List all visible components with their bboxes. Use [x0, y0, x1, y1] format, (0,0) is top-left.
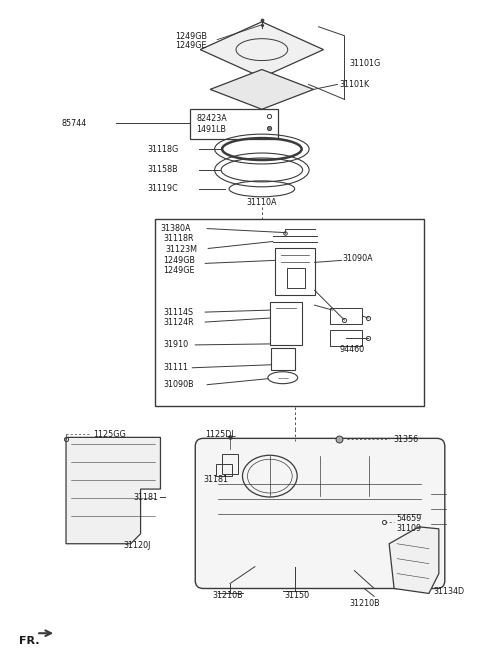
FancyBboxPatch shape: [195, 438, 445, 589]
Text: 31181: 31181: [204, 474, 228, 484]
Text: 31118R: 31118R: [164, 234, 194, 243]
Text: 31090B: 31090B: [164, 380, 194, 389]
Bar: [275, 248, 314, 295]
Text: 31109: 31109: [396, 524, 421, 533]
Text: 31110A: 31110A: [247, 198, 277, 207]
Text: 31114S: 31114S: [164, 307, 193, 317]
Polygon shape: [210, 70, 313, 109]
Text: 31380A: 31380A: [160, 224, 191, 233]
Text: 31118G: 31118G: [147, 145, 179, 154]
Text: 31101K: 31101K: [339, 80, 370, 89]
Bar: [271, 348, 295, 370]
Polygon shape: [389, 527, 439, 593]
Bar: [330, 330, 362, 346]
Text: 1249GE: 1249GE: [164, 266, 195, 275]
Text: 31181: 31181: [133, 493, 158, 501]
Text: 31210B: 31210B: [349, 599, 380, 608]
Text: 31158B: 31158B: [147, 166, 178, 174]
Text: 31111: 31111: [164, 363, 189, 373]
Bar: [222, 454, 238, 474]
Text: 31134D: 31134D: [434, 587, 465, 596]
Text: 82423A: 82423A: [196, 114, 227, 123]
Text: FR.: FR.: [19, 636, 40, 646]
Bar: [216, 464, 232, 476]
Text: 1491LB: 1491LB: [196, 125, 226, 133]
Text: 54659: 54659: [396, 514, 421, 524]
Text: 85744: 85744: [61, 119, 86, 127]
Text: 1125GG: 1125GG: [93, 430, 126, 439]
Text: 1249GB: 1249GB: [164, 256, 195, 265]
Bar: [330, 308, 362, 324]
Text: 31090A: 31090A: [342, 254, 373, 263]
Text: 1125DL: 1125DL: [205, 430, 236, 439]
Text: 1249GE: 1249GE: [175, 41, 207, 50]
Text: 31210B: 31210B: [213, 591, 243, 600]
Text: 31150: 31150: [284, 591, 309, 600]
Text: 1249GB: 1249GB: [175, 32, 207, 41]
Text: 31356: 31356: [393, 435, 418, 444]
Text: 31101G: 31101G: [349, 59, 381, 68]
Text: 31119C: 31119C: [147, 185, 178, 193]
Bar: [287, 268, 305, 288]
Polygon shape: [66, 438, 160, 544]
Text: 31124R: 31124R: [164, 317, 194, 327]
Bar: [190, 109, 278, 139]
Text: 31120J: 31120J: [123, 541, 151, 550]
Text: 31910: 31910: [164, 340, 189, 350]
Text: 94460: 94460: [339, 346, 364, 354]
Bar: [270, 302, 301, 345]
Bar: [156, 219, 424, 405]
Text: 31123M: 31123M: [166, 245, 197, 254]
Polygon shape: [200, 22, 324, 78]
